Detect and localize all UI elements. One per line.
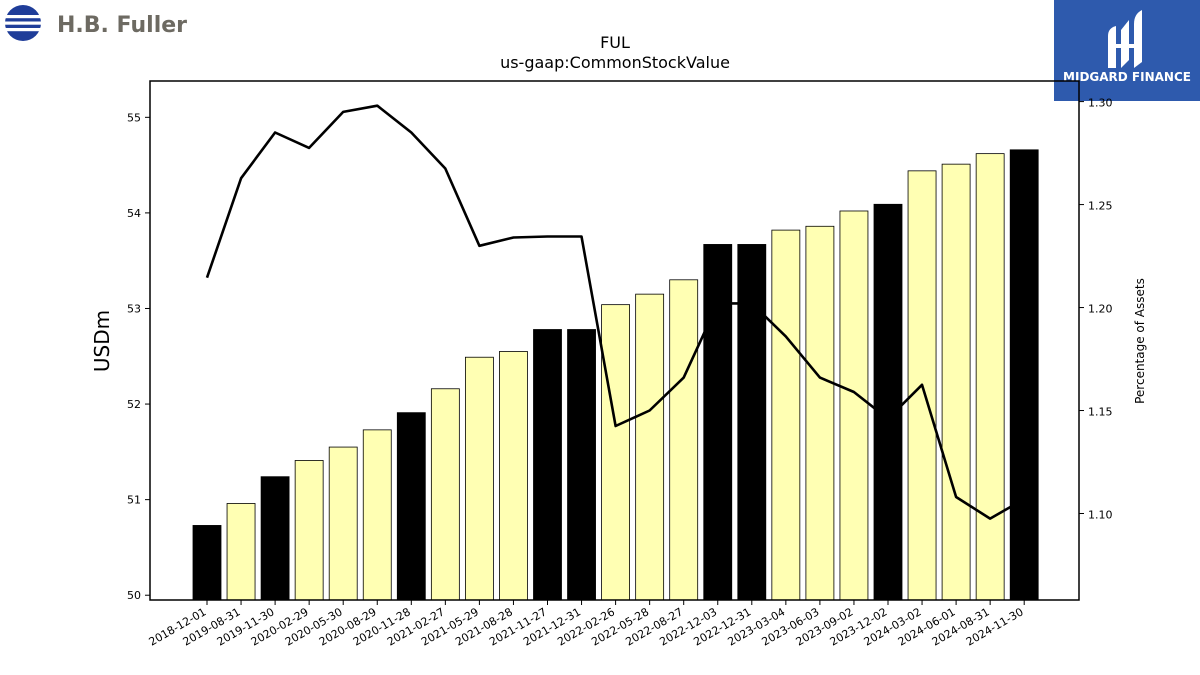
bar: [771, 229, 801, 601]
x-axis: 2018-12-012019-08-312019-11-302020-02-29…: [147, 600, 1026, 649]
bar: [294, 460, 324, 601]
bar: [669, 279, 699, 601]
plot-frame: [149, 80, 1080, 601]
bar: [839, 210, 869, 601]
bar: [941, 163, 971, 601]
bar: [567, 329, 596, 601]
bar: [533, 329, 562, 601]
y-tick-label: 55: [127, 111, 141, 124]
y2-axis-label: Percentage of Assets: [1133, 278, 1147, 404]
y-tick-label: 53: [127, 302, 141, 315]
bar: [362, 429, 392, 601]
y-axis-right: 1.10 1.15 1.20 1.25 1.30: [1079, 97, 1113, 522]
bar: [975, 153, 1005, 601]
y2-tick-label: 1.25: [1088, 200, 1113, 213]
bar: [499, 351, 528, 601]
bar: [635, 293, 665, 601]
chart-title: FUL: [600, 33, 630, 52]
bar: [737, 244, 767, 601]
bar-series: [192, 149, 1039, 601]
company-logo-text: H.B. Fuller: [57, 13, 187, 38]
publisher-logo-icon: [1108, 10, 1142, 68]
publisher-logo-text: MIDGARD FINANCE: [1063, 70, 1191, 84]
bar: [396, 412, 426, 601]
bar: [192, 525, 222, 601]
bar: [873, 203, 903, 601]
bar: [260, 476, 290, 601]
bar: [328, 446, 358, 601]
y2-tick-label: 1.10: [1088, 509, 1113, 522]
y2-tick-label: 1.30: [1088, 97, 1113, 110]
bar: [703, 244, 733, 601]
bar: [1009, 149, 1039, 601]
y-tick-label: 50: [127, 589, 141, 602]
y-tick-label: 54: [127, 207, 141, 220]
bar: [226, 503, 256, 601]
y-tick-label: 52: [127, 398, 141, 411]
bar: [601, 304, 630, 601]
publisher-logo: MIDGARD FINANCE: [1054, 0, 1200, 101]
y-tick-label: 51: [127, 494, 141, 507]
y-axis-label: USDm: [90, 310, 114, 372]
line-path: [205, 104, 1025, 520]
bar: [805, 225, 835, 601]
bar: [430, 388, 460, 601]
y2-tick-label: 1.15: [1088, 406, 1113, 419]
y-axis-left: 50 51 52 53 54 55: [127, 111, 150, 602]
bar: [464, 356, 494, 601]
line-series: [205, 104, 1025, 520]
company-logo: H.B. Fuller: [3, 5, 187, 41]
y2-tick-label: 1.20: [1088, 303, 1113, 316]
company-logo-icon: [3, 5, 43, 41]
chart-subtitle: us-gaap:CommonStockValue: [500, 53, 730, 72]
